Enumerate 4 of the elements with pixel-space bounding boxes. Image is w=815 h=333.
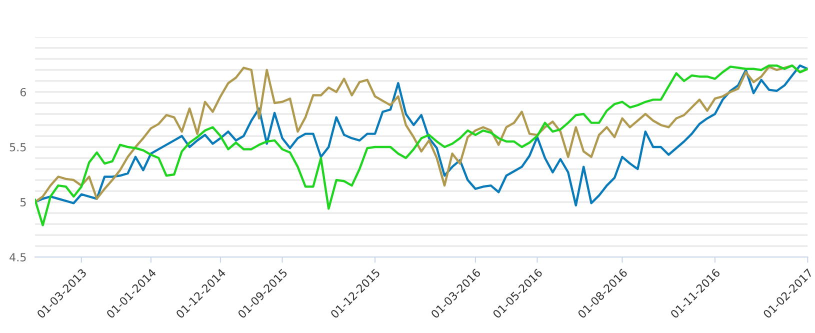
y-tick-label: 6 <box>20 88 26 96</box>
y-tick-label: 4.5 <box>10 253 26 262</box>
y-tick-label: 5 <box>20 198 26 206</box>
y-tick-label: 5.5 <box>10 143 26 152</box>
